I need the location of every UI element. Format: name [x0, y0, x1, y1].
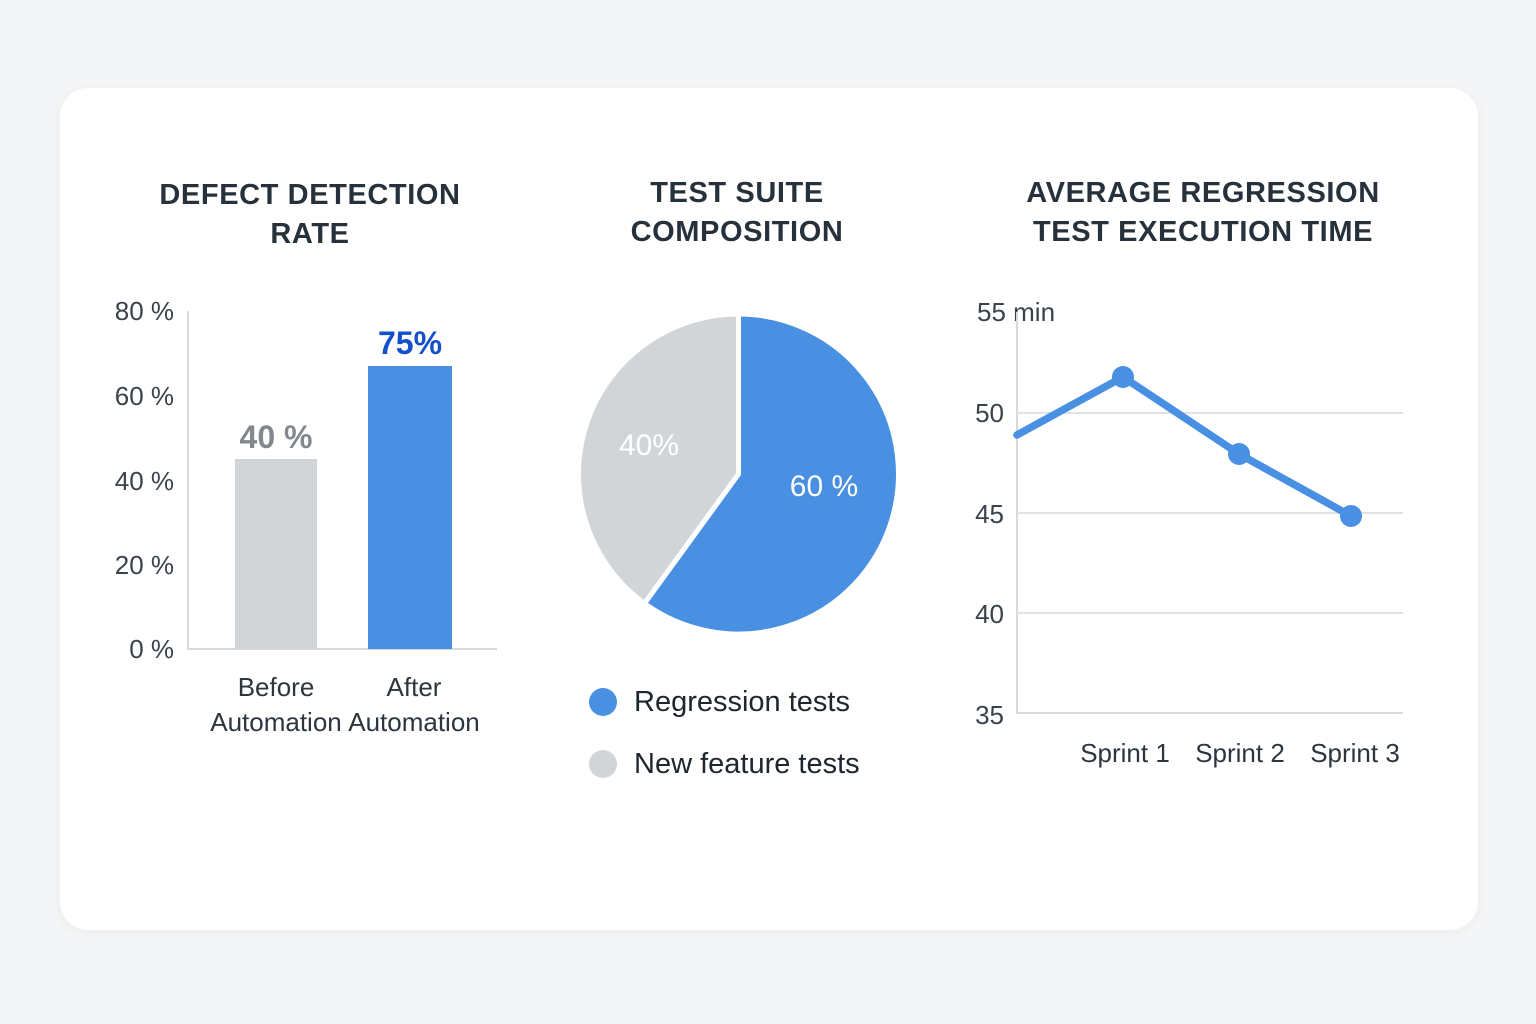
pie-slice-regression-tests: [641, 311, 901, 637]
bar-ytick-60: 60 %: [114, 381, 174, 411]
line-gridline-40: [1017, 612, 1403, 614]
line-ytick-50: 50: [975, 398, 1004, 428]
line-xtick-sprint-1: Sprint 1: [1080, 738, 1170, 768]
bar-ytick-40: 40 %: [114, 466, 174, 496]
bar-ytick-0: 0 %: [129, 634, 174, 664]
pie-label-new-feature: 40%: [618, 429, 680, 462]
line-chart-title-line2: TEST EXECUTION TIME: [1032, 216, 1374, 248]
pie-chart: [576, 311, 901, 637]
line-chart-baseline: [1016, 712, 1403, 714]
pie-chart-title-line1: TEST SUITE: [650, 177, 824, 209]
data-point-sprint-1: [1112, 366, 1134, 388]
line-chart-series: [1013, 366, 1362, 527]
bar-chart-title-line1: DEFECT DETECTION: [159, 179, 461, 211]
line-ytick-35: 35: [975, 700, 1004, 730]
line-gridline-50: [1017, 412, 1403, 414]
bar-ytick-20: 20 %: [114, 550, 174, 580]
bar-category-before-line1: Before: [237, 672, 315, 702]
data-point-sprint-2: [1228, 443, 1250, 465]
line-xtick-sprint-3: Sprint 3: [1310, 738, 1400, 768]
bar-category-after-automation: After Automation: [334, 670, 494, 740]
data-point-sprint-3: [1340, 505, 1362, 527]
legend-label-new-feature: New feature tests: [634, 748, 860, 780]
execution-time-line: [1013, 373, 1355, 520]
pie-slice-new-feature-tests: [576, 311, 741, 606]
bar-chart-baseline: [187, 648, 497, 650]
legend-label-regression: Regression tests: [634, 686, 850, 718]
bar-chart-title-line2: RATE: [270, 218, 350, 250]
line-chart-title-line1: AVERAGE REGRESSION: [1026, 177, 1380, 209]
line-xtick-sprint-2: Sprint 2: [1195, 738, 1285, 768]
pie-chart-title-line2: COMPOSITION: [630, 216, 844, 248]
pie-chart-title: TEST SUITE COMPOSITION: [537, 174, 937, 252]
pie-label-regression: 60 %: [789, 470, 859, 503]
bar-value-before: 40 %: [239, 419, 313, 455]
bar-category-after-line2: Automation: [348, 707, 480, 737]
bar-before-automation: [235, 459, 317, 649]
bar-chart-title: DEFECT DETECTION RATE: [110, 176, 510, 254]
line-ytick-40: 40: [975, 599, 1004, 629]
bar-ytick-80: 80 %: [114, 296, 174, 326]
bar-after-automation: [368, 366, 452, 649]
line-ytick-45: 45: [975, 499, 1004, 529]
line-gridline-45: [1017, 512, 1403, 514]
line-chart-title: AVERAGE REGRESSION TEST EXECUTION TIME: [953, 174, 1453, 252]
bar-chart-y-axis: [187, 311, 189, 650]
bar-category-before-line2: Automation: [210, 707, 342, 737]
legend-dot-new-feature-icon: [589, 750, 617, 778]
bar-value-after: 75%: [377, 325, 443, 361]
legend-dot-regression-icon: [589, 688, 617, 716]
bar-category-after-line1: After: [386, 672, 442, 702]
bar-category-before-automation: Before Automation: [196, 670, 356, 740]
